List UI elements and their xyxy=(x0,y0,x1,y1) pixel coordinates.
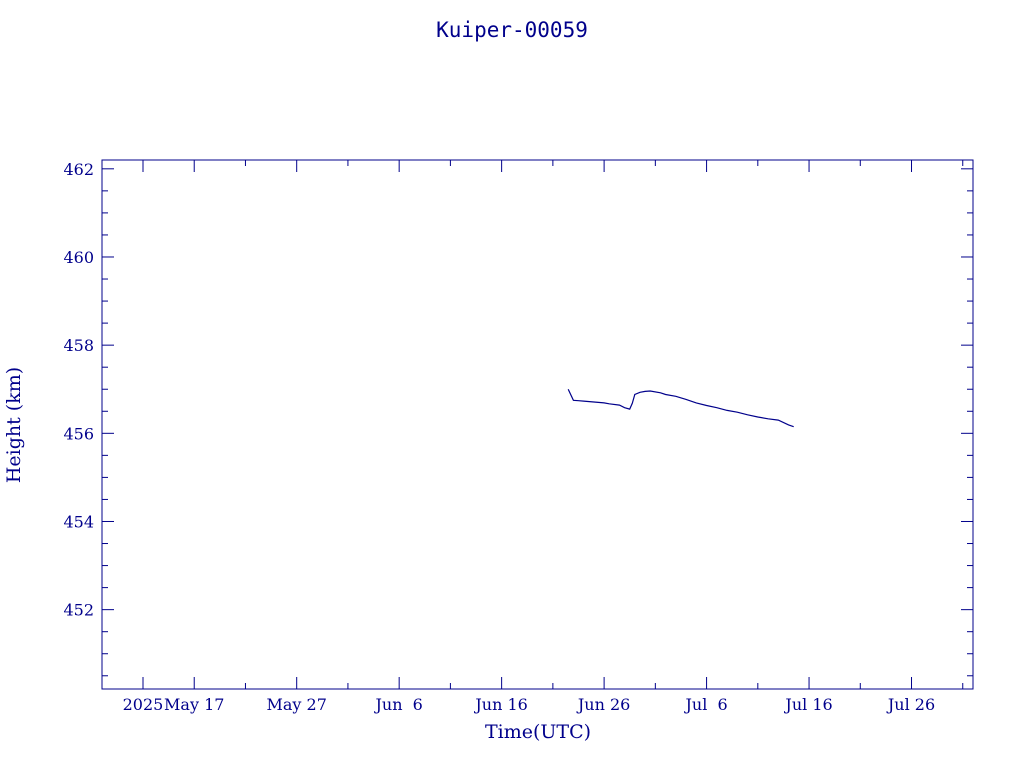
x-axis-label: Time(UTC) xyxy=(485,721,591,743)
y-tick-label: 458 xyxy=(63,336,94,355)
y-tick-label: 462 xyxy=(63,160,94,179)
y-tick-label: 454 xyxy=(63,512,94,531)
plot-frame xyxy=(101,159,974,690)
y-tick-label: 452 xyxy=(63,601,94,620)
x-tick-label: Jul 26 xyxy=(886,695,935,714)
axis-ticks xyxy=(102,160,973,689)
y-tick-label: 460 xyxy=(63,248,94,267)
chart-title: Kuiper-00059 xyxy=(436,18,588,42)
x-tick-label: May 27 xyxy=(266,695,326,714)
series-line xyxy=(567,388,794,428)
y-tick-labels: 452 454 456 458 460 462 xyxy=(63,160,94,620)
x-tick-label: May 17 xyxy=(164,695,224,714)
x-tick-label: Jun 16 xyxy=(473,695,527,714)
x-tick-label: Jul 16 xyxy=(783,695,832,714)
x-tick-label: Jul 6 xyxy=(683,695,727,714)
x-tick-label: Jun 6 xyxy=(373,695,422,714)
x-tick-label: 2025 xyxy=(123,695,164,714)
x-tick-label: Jun 26 xyxy=(576,695,630,714)
y-axis-label: Height (km) xyxy=(3,367,25,483)
x-tick-labels: 2025 May 17 May 27 Jun 6 Jun 16 Jun 26 Jul 6 Ju… xyxy=(123,695,936,714)
y-tick-label: 456 xyxy=(63,424,94,443)
